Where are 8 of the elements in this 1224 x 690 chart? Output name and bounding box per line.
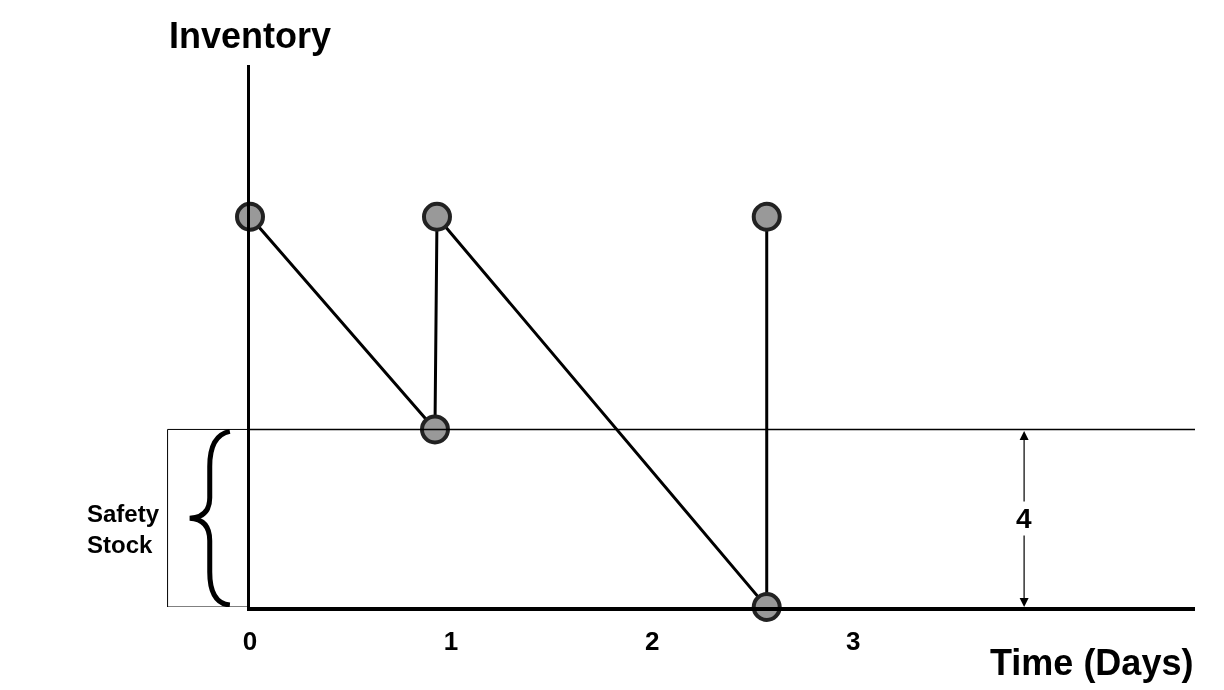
y-axis-title: Inventory [169,15,332,56]
x-tick-label: 3 [845,626,861,657]
text: Safety Stock [87,500,160,559]
x-axis-title: Time (Days) [990,642,1194,683]
annotation: 4 [1016,503,1032,534]
x-tick-label: 0 [242,626,258,657]
x-tick-label: 2 [644,626,660,657]
x-tick-label: 1 [443,626,459,657]
